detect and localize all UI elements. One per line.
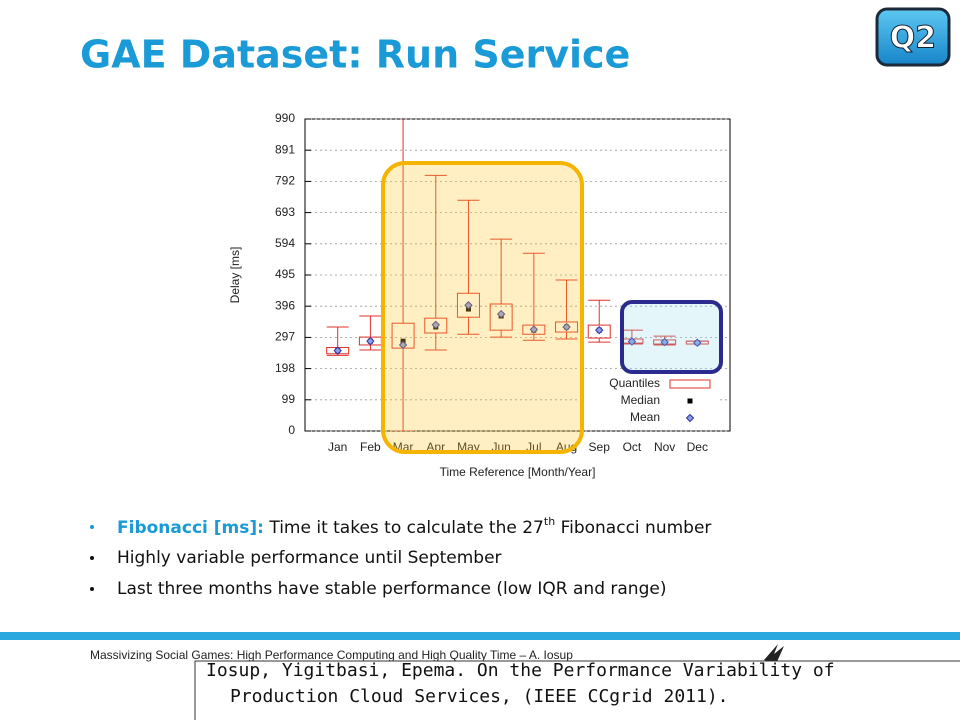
y-tick-label: 396 [275,298,295,312]
citation-line: Iosup, Yigitbasi, Epema. On the Performa… [206,660,835,681]
boxes [326,119,709,431]
bullet-dot [90,587,94,591]
y-axis-label: Delay [ms] [228,247,242,304]
legend-bg [585,393,720,410]
slide-title: GAE Dataset: Run Service [80,33,630,77]
mean [333,346,342,355]
footer-text: Massivizing Social Games: High Performan… [90,648,573,662]
bullet: Fibonacci [ms]: Time it takes to calcula… [117,515,711,538]
mean [660,337,669,347]
y-tick-label: 495 [275,267,295,281]
y-tick-label: 0 [288,423,295,437]
mean [496,309,506,319]
quantile-box [555,321,579,333]
legend-key-median [687,398,693,404]
bullet: Highly variable performance until Septem… [117,548,502,568]
badge [875,7,951,67]
legend-label: Quantiles [609,376,660,390]
bullets: Fibonacci [ms]: Time it takes to calcula… [90,515,711,599]
quantile-box [424,317,448,334]
legend-label: Median [621,393,660,407]
mean [529,325,539,334]
x-tick-label: Dec [687,440,708,454]
bullet-bold: Fibonacci [ms]: [117,518,264,538]
citation-line: Production Cloud Services, (IEEE CCgrid … [230,686,729,707]
mean [431,320,440,330]
logo [764,644,784,664]
chart: 0 99 198 297 396 495 594 693 792 891 990 Delay [ms]… [228,111,731,479]
x-tick-label: Oct [623,440,642,454]
highlight-stable [620,300,723,374]
x-tick-label: Feb [360,440,381,454]
x-axis-label: Time Reference [Month/Year] [440,465,596,479]
mean [627,337,637,346]
bullet: Last three months have stable performanc… [117,579,666,599]
legend-bg [585,410,720,427]
y-tick-label: 693 [275,205,295,219]
legend-label: Mean [630,410,660,424]
x-tick-label: Jan [328,440,347,454]
bullet-dot [90,525,94,529]
y-tick-label: 594 [275,236,295,250]
badge-text: Q2 [890,21,936,56]
mean [464,301,473,310]
mean [595,325,604,335]
y-tick-label: 990 [275,111,295,125]
legend-key-mean [685,413,695,423]
quantile-box [456,292,480,318]
quantile-box [489,303,513,331]
mean [693,338,702,347]
bullet-text: Fibonacci number [555,518,711,538]
bullet-dot [90,556,94,560]
x-tick-label: Sep [589,440,611,454]
x-tick-label: Nov [654,440,675,454]
quantile-box [522,324,546,335]
y-tick-label: 891 [275,142,295,156]
bullet-text: Time it takes to calculate the 27 [264,518,544,538]
bullet-sup: th [544,515,555,528]
y-tick-label: 99 [282,392,296,406]
citation-box [194,660,960,724]
y-tick-label: 198 [275,361,295,375]
footer-bar [0,632,960,640]
mean [562,322,571,332]
mean [398,340,408,350]
legend-key-quantiles [669,379,711,389]
quantile-box [587,324,611,339]
mean [366,336,375,346]
y-tick-label: 297 [275,330,295,344]
highlight-unstable [381,161,584,454]
y-tick-label: 792 [275,174,295,188]
